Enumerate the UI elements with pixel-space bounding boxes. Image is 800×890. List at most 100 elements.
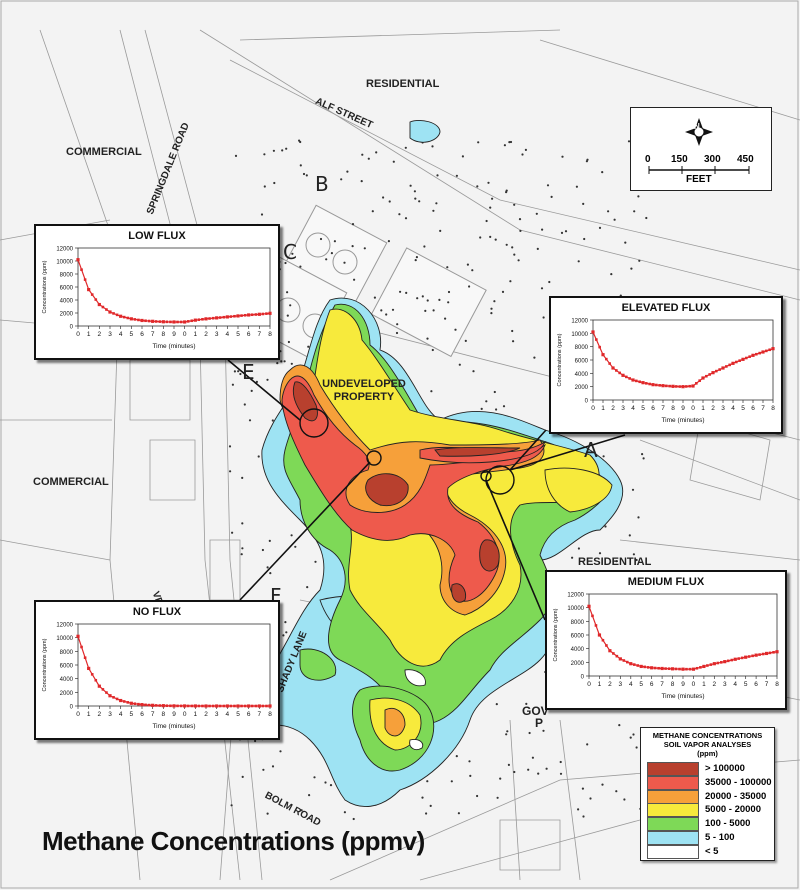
legend-label: < 5 [705,845,719,857]
label-p-partial: P [535,716,544,730]
x-tick-label: 5 [236,711,240,718]
data-point [764,651,769,656]
x-tick-label: 8 [162,331,166,338]
x-tick-label: 2 [204,711,208,718]
data-point [638,380,641,384]
y-tick-label: 12000 [571,319,588,325]
x-tick-label: 1 [87,331,91,338]
chart-title: MEDIUM FLUX [627,576,705,588]
north-label: N [694,122,700,131]
legend-title-2: SOIL VAPOR ANALYSES [663,740,752,749]
data-point [105,691,108,694]
data-point [137,702,140,706]
y-tick-label: 4000 [60,299,74,305]
data-point [737,657,741,660]
legend-label: 5000 - 20000 [705,804,761,816]
data-point [648,382,651,386]
data-point [105,308,108,311]
data-point [126,701,130,704]
data-point [254,704,258,708]
data-point [83,278,87,281]
data-point [744,655,748,659]
data-point [671,384,675,388]
data-point [129,317,133,321]
inset-chart-medium-flux: MEDIUM FLUX 0 2000 4000 6000 8000 10000 12000 0… [545,570,787,710]
x-tick-label: 0 [183,711,187,718]
y-axis-label: Concentrations (ppm) [553,608,559,661]
data-point [712,662,716,666]
data-point [735,360,738,364]
data-point [721,366,725,370]
data-point [675,385,678,388]
legend-swatch [647,844,699,859]
label-commercial-top: COMMERCIAL [66,146,142,158]
data-point [605,357,608,361]
data-point [691,667,696,671]
x-tick-label: 0 [691,405,695,412]
inset-chart-low-flux: LOW FLUX 0 2000 4000 6000 8000 10000 12000 0 1 2 3… [34,224,280,360]
data-point [190,704,194,708]
data-point [201,317,204,321]
data-point [655,383,658,387]
data-point [678,667,681,671]
scale-tick-150: 150 [671,154,688,165]
x-tick-label: 6 [651,405,655,412]
data-point [122,700,126,703]
data-point [598,345,601,349]
legend-swatch [647,775,699,790]
data-point [688,384,691,388]
x-tick-label: 3 [721,405,725,412]
data-point [176,320,179,324]
x-axis-label: Time (minutes) [661,693,704,700]
data-point [670,667,675,671]
x-axis-label: Time (minutes) [152,343,195,350]
y-tick-label: 12000 [56,247,73,253]
data-point [108,694,112,698]
x-tick-label: 8 [771,405,775,412]
data-point [771,347,775,351]
x-tick-label: 4 [226,331,230,338]
x-tick-label: 0 [692,681,696,688]
data-point [243,313,247,317]
x-tick-label: 3 [723,681,727,688]
data-point [122,315,126,319]
data-point [197,704,201,708]
y-tick-label: 0 [70,325,74,331]
data-point [265,704,268,708]
data-point [208,704,211,708]
y-tick-label: 10000 [571,332,588,338]
x-tick-label: 8 [671,405,675,412]
data-point [147,703,151,707]
x-tick-label: 9 [172,331,176,338]
data-point [664,667,667,670]
data-point [636,664,640,667]
y-tick-label: 2000 [575,385,589,391]
data-point [629,662,633,666]
data-point [80,645,83,649]
data-point [645,382,648,385]
data-point [740,656,744,660]
x-tick-label: 7 [660,681,664,688]
y-tick-label: 0 [581,675,585,681]
y-tick-label: 6000 [60,664,74,670]
x-tick-label: 9 [681,405,685,412]
data-point [730,658,734,662]
x-tick-label: 0 [587,681,591,688]
x-tick-label: 6 [754,681,758,688]
data-point [660,666,664,671]
data-point [587,604,591,608]
data-point [618,371,621,375]
data-point [628,377,631,380]
label-gov-partial: GOV [522,704,549,718]
data-point [716,661,720,665]
data-point [236,314,240,318]
data-point [257,312,261,316]
data-point [650,666,654,670]
data-point [261,312,265,316]
x-tick-label: 7 [151,331,155,338]
x-tick-label: 5 [641,405,645,412]
scale-tick-300: 300 [704,154,721,165]
marker-c: C [283,240,297,264]
data-point [705,374,708,378]
